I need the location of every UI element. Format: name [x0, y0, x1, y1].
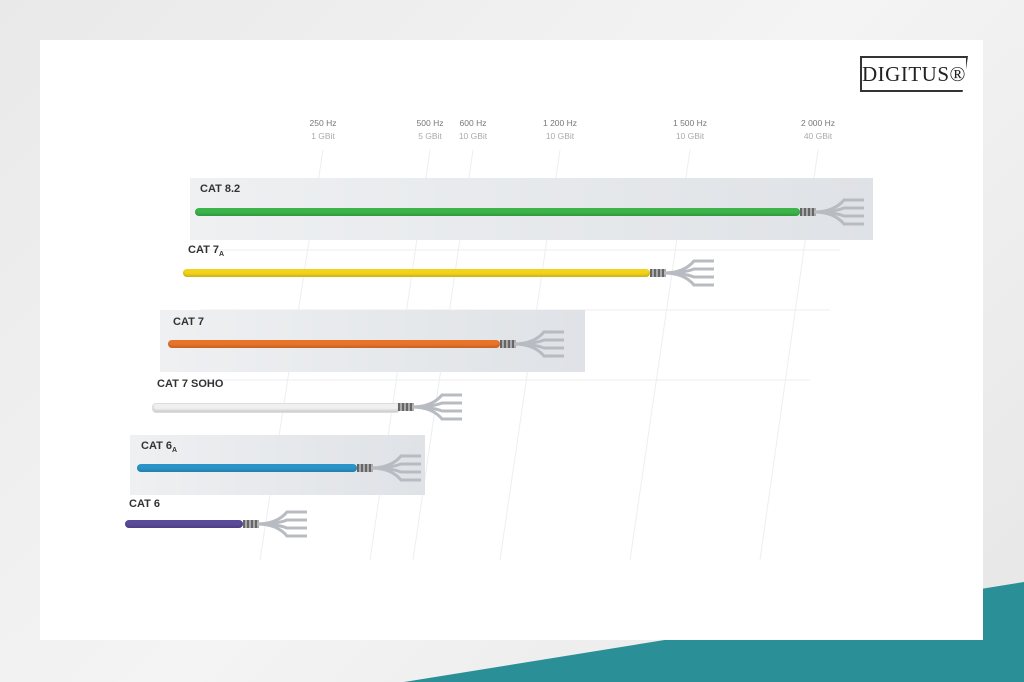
wire-pairs-icon	[371, 454, 421, 482]
cable-label: CAT 6A	[141, 440, 177, 454]
cable-shield	[500, 340, 516, 348]
cable-4	[137, 464, 357, 472]
cable-name: CAT 6	[141, 440, 172, 452]
column-header-2: 500 Hz 5 GBit	[416, 118, 444, 141]
cable-label: CAT 6	[129, 498, 160, 512]
cable-name: CAT 7	[173, 316, 204, 328]
column-header-3: 600 Hz 10 GBit	[458, 118, 488, 141]
wire-pairs-icon	[257, 510, 307, 538]
wire-pairs-icon	[412, 393, 462, 421]
column-header-5: 1 500 Hz 10 GBit	[672, 118, 708, 141]
cable-2	[168, 340, 500, 348]
wire-pairs-icon	[514, 330, 564, 358]
column-header-4: 1 200 Hz 10 GBit	[542, 118, 578, 141]
cable-name: CAT 6	[129, 498, 160, 510]
column-header-6: 2 000 Hz 40 GBit	[800, 118, 836, 141]
cable-label: CAT 7A	[188, 244, 224, 258]
cable-subscript: A	[218, 251, 225, 259]
wire-pairs-icon	[664, 259, 714, 287]
cable-name: CAT 7	[188, 244, 219, 256]
column-header-1: 250 Hz 1 GBit	[309, 118, 337, 141]
cable-shield	[357, 464, 373, 472]
cable-1	[183, 269, 650, 277]
cable-label: CAT 8.2	[200, 183, 240, 197]
cable-3	[152, 403, 400, 413]
cable-name: CAT 8.2	[200, 183, 241, 195]
cable-subscript: A	[171, 447, 178, 455]
cable-shield	[800, 208, 816, 216]
cable-shield	[243, 520, 259, 528]
wire-pairs-icon	[814, 198, 864, 226]
cable-5	[125, 520, 243, 528]
cable-shield	[398, 403, 414, 411]
cable-0	[195, 208, 800, 216]
cable-shield	[650, 269, 666, 277]
cable-label: CAT 7	[173, 316, 204, 330]
cable-name: CAT 7 SOHO	[157, 378, 224, 390]
digitus-logo: DIGITUS®	[860, 56, 968, 92]
cable-label: CAT 7 SOHO	[157, 378, 223, 392]
